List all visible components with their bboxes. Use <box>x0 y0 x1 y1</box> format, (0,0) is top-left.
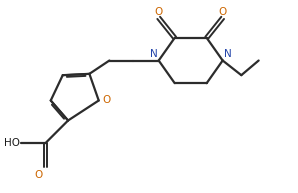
Text: HO: HO <box>4 138 20 148</box>
Text: O: O <box>218 7 227 17</box>
Text: O: O <box>155 7 163 17</box>
Text: O: O <box>35 170 43 180</box>
Text: O: O <box>102 96 110 106</box>
Text: N: N <box>150 49 157 59</box>
Text: N: N <box>224 49 232 59</box>
